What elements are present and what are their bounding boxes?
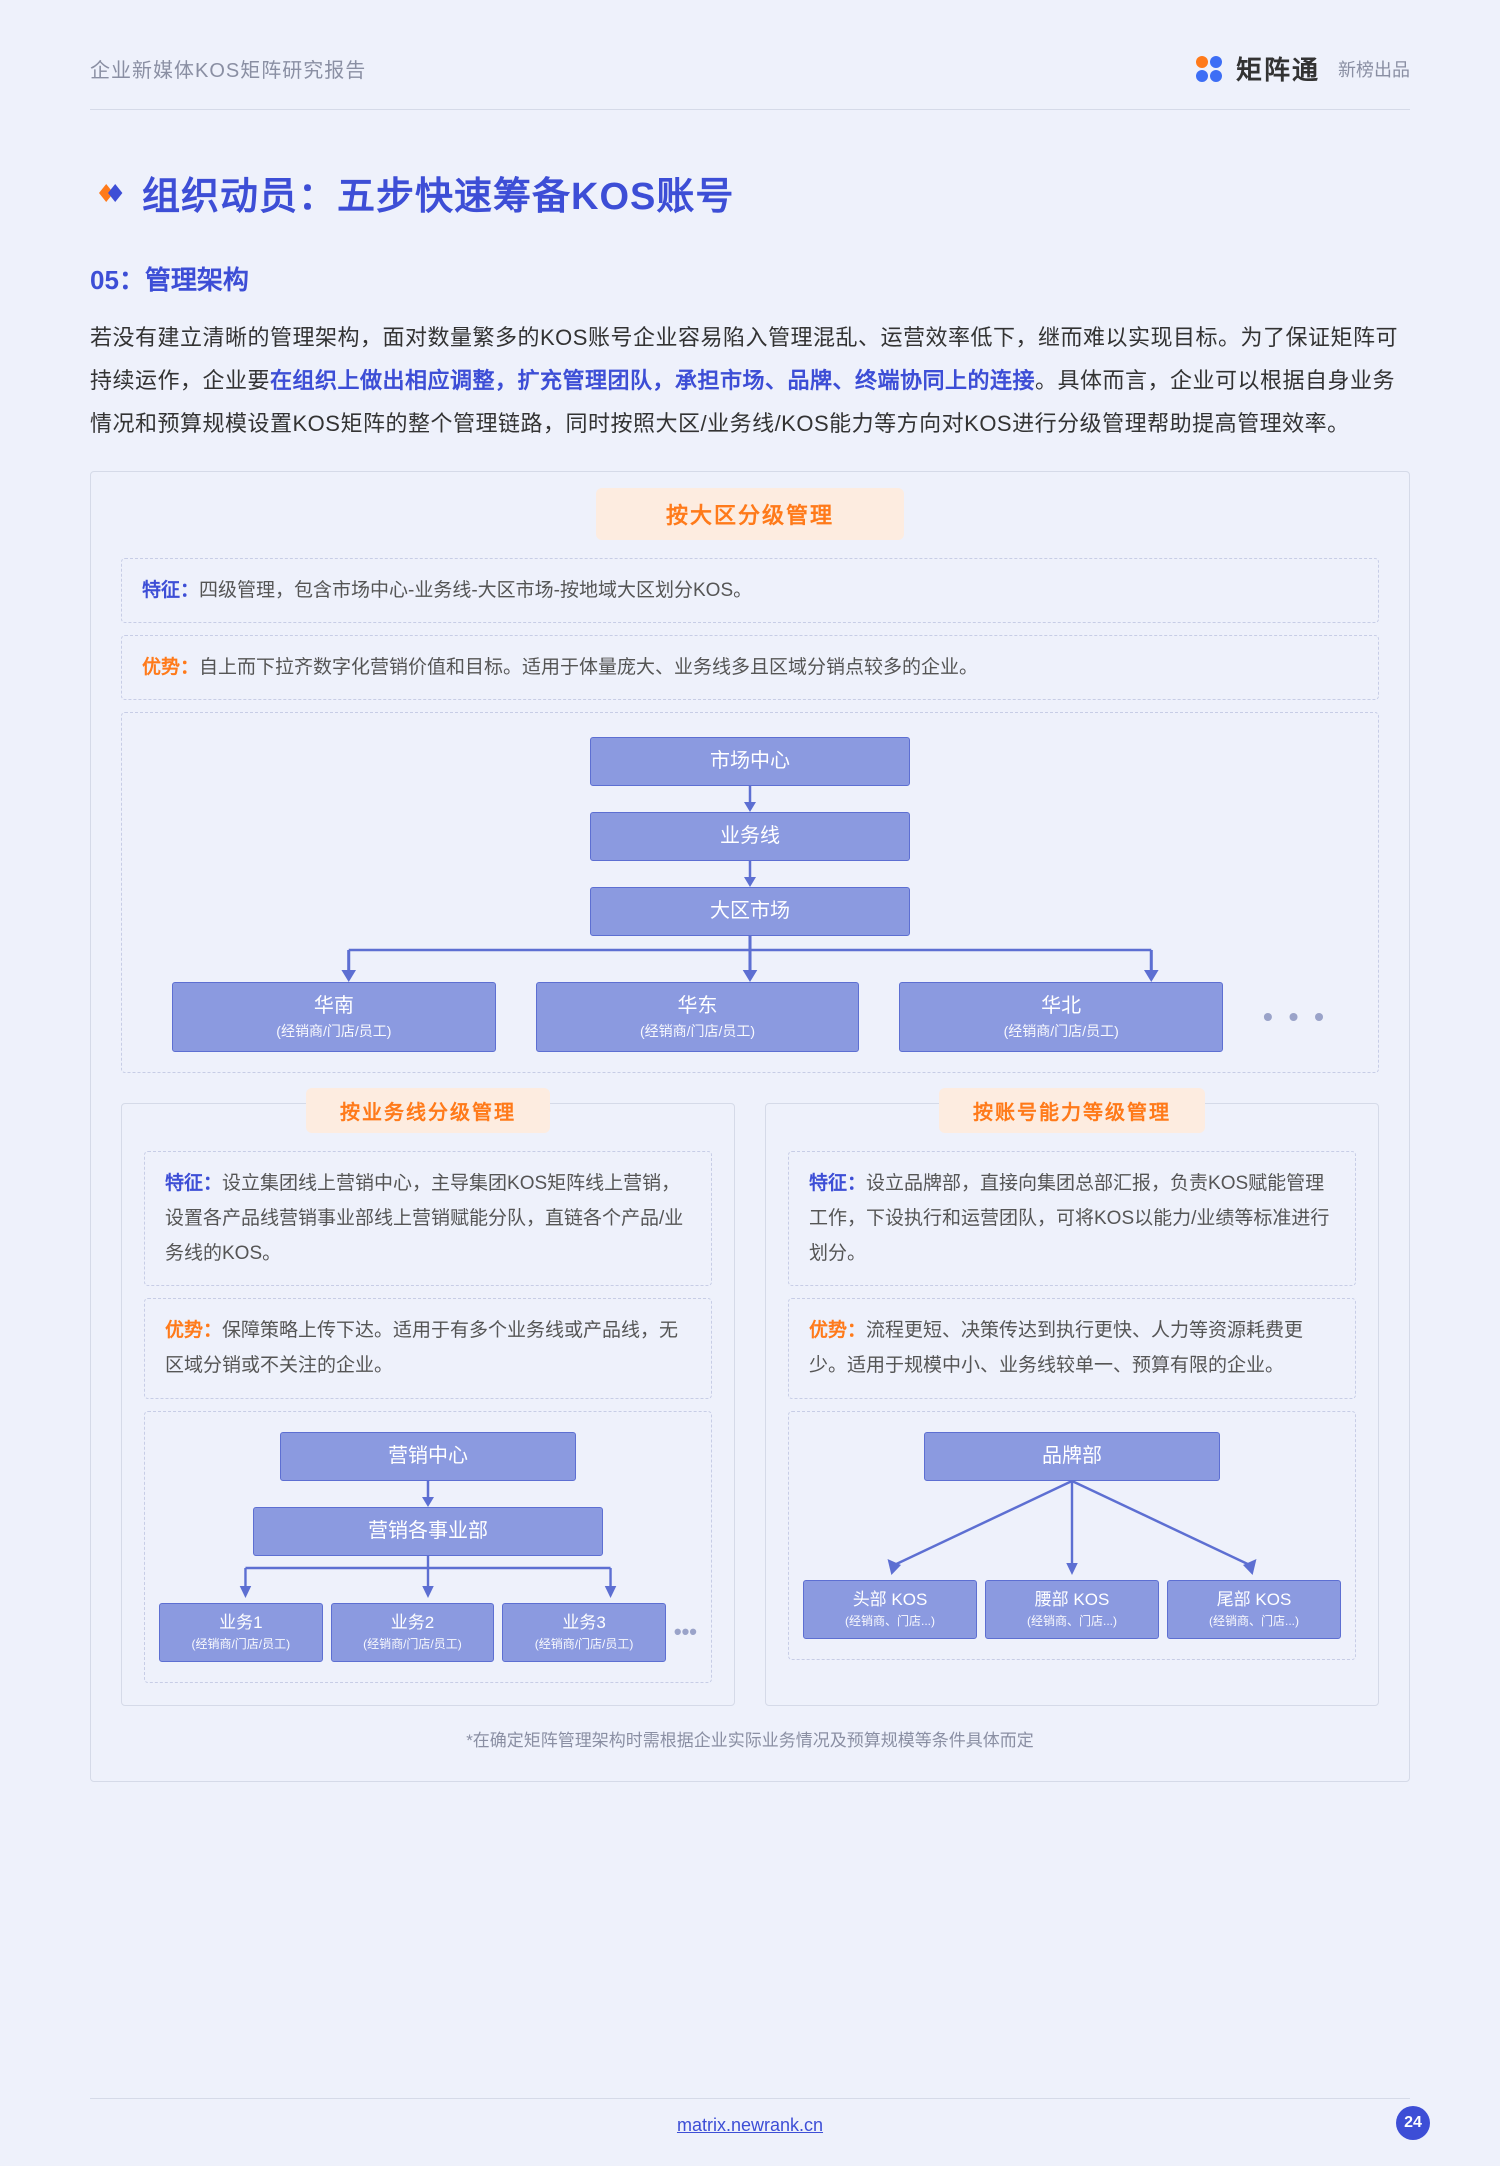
advantage-label: 优势： xyxy=(809,1320,866,1341)
group-c-feature: 特征：设立品牌部，直接向集团总部汇报，负责KOS赋能管理工作，下设执行和运营团队… xyxy=(788,1151,1356,1286)
node-tail-kos: 尾部 KOS (经销商、门店...) xyxy=(1167,1580,1341,1639)
group-a-advantage: 优势：自上而下拉齐数字化营销价值和目标。适用于体量庞大、业务线多且区域分销点较多… xyxy=(121,635,1379,700)
group-a-header: 按大区分级管理 xyxy=(121,488,1379,540)
group-a-chart: 市场中心 业务线 大区市场 华南(经销商/门店/员 xyxy=(121,712,1379,1073)
node-head-kos: 头部 KOS (经销商、门店...) xyxy=(803,1580,977,1639)
node-east: 华东 (经销商/门店/员工) xyxy=(536,982,860,1052)
footnote: *在确定矩阵管理架构时需根据企业实际业务情况及预算规模等条件具体而定 xyxy=(121,1726,1379,1751)
publisher: 新榜出品 xyxy=(1338,56,1410,82)
group-b-advantage: 优势：保障策略上传下达。适用于有多个业务线或产品线，无区域分销或不关注的企业。 xyxy=(144,1298,712,1398)
intro-highlight: 在组织上做出相应调整，扩充管理团队，承担市场、品牌、终端协同上的连接 xyxy=(270,368,1035,393)
report-name: 企业新媒体KOS矩阵研究报告 xyxy=(90,54,366,83)
node-tail-kos-s: (经销商、门店...) xyxy=(1172,1613,1336,1629)
brand-logo-icon xyxy=(1194,54,1224,84)
node-business-line: 业务线 xyxy=(590,812,910,861)
fanout-connector xyxy=(803,1481,1341,1575)
advantage-label: 优势： xyxy=(142,657,199,678)
group-b-title: 按业务线分级管理 xyxy=(306,1088,550,1133)
node-east-s: (经销商/门店/员工) xyxy=(545,1022,851,1041)
node-marketing-dept: 营销各事业部 xyxy=(253,1507,603,1556)
node-waist-kos-s: (经销商、门店...) xyxy=(990,1613,1154,1629)
fanout-connector xyxy=(142,936,1358,982)
group-b-chart: 营销中心 营销各事业部 业务1 (经销商/门店/员工) 业务2 (经销商/门店/员工… xyxy=(144,1411,712,1683)
group-b-advantage-text: 保障策略上传下达。适用于有多个业务线或产品线，无区域分销或不关注的企业。 xyxy=(165,1320,678,1376)
group-c-advantage: 优势：流程更短、决策传达到执行更快、人力等资源耗费更少。适用于规模中小、业务线较… xyxy=(788,1298,1356,1398)
node-south: 华南 (经销商/门店/员工) xyxy=(172,982,496,1052)
page-number: 24 xyxy=(1396,2106,1430,2140)
main-title-row: 组织动员：五步快速筹备KOS账号 xyxy=(90,165,1410,220)
node-biz1-s: (经销商/门店/员工) xyxy=(164,1636,318,1652)
group-c-feature-text: 设立品牌部，直接向集团总部汇报，负责KOS赋能管理工作，下设执行和运营团队，可将… xyxy=(809,1173,1329,1264)
node-marketing-center: 营销中心 xyxy=(280,1432,576,1481)
node-south-t: 华南 xyxy=(314,995,354,1017)
node-biz1: 业务1 (经销商/门店/员工) xyxy=(159,1603,323,1662)
group-a-title: 按大区分级管理 xyxy=(596,488,904,540)
node-waist-kos: 腰部 KOS (经销商、门店...) xyxy=(985,1580,1159,1639)
node-north: 华北 (经销商/门店/员工) xyxy=(899,982,1223,1052)
section-name: 管理架构 xyxy=(145,265,249,295)
group-c-advantage-text: 流程更短、决策传达到执行更快、人力等资源耗费更少。适用于规模中小、业务线较单一、… xyxy=(809,1320,1303,1376)
group-b-feature: 特征：设立集团线上营销中心，主导集团KOS矩阵线上营销，设置各产品线营销事业部线… xyxy=(144,1151,712,1286)
content-frame: 按大区分级管理 特征：四级管理，包含市场中心-业务线-大区市场-按地域大区划分K… xyxy=(90,471,1410,1782)
intro-paragraph: 若没有建立清晰的管理架构，面对数量繁多的KOS账号企业容易陷入管理混乱、运营效率… xyxy=(90,317,1410,446)
node-region-market: 大区市场 xyxy=(590,887,910,936)
brand-name: 矩阵通 xyxy=(1236,50,1320,87)
node-biz2: 业务2 (经销商/门店/员工) xyxy=(331,1603,495,1662)
feature-label: 特征： xyxy=(809,1173,866,1194)
connector xyxy=(740,861,760,887)
group-c-title: 按账号能力等级管理 xyxy=(939,1088,1205,1133)
fanout-connector xyxy=(159,1556,697,1598)
page-footer: matrix.newrank.cn xyxy=(0,2098,1500,2136)
section-heading: 05：管理架构 xyxy=(90,260,1410,297)
advantage-label: 优势： xyxy=(165,1320,222,1341)
title-diamond-icon xyxy=(90,179,126,207)
group-a-advantage-text: 自上而下拉齐数字化营销价值和目标。适用于体量庞大、业务线多且区域分销点较多的企业… xyxy=(199,657,978,678)
ellipsis: • • • xyxy=(1263,1001,1328,1033)
section-num: 05： xyxy=(90,265,145,295)
node-biz3: 业务3 (经销商/门店/员工) xyxy=(502,1603,666,1662)
node-biz3-t: 业务3 xyxy=(562,1613,605,1632)
connector xyxy=(740,786,760,812)
group-b-feature-text: 设立集团线上营销中心，主导集团KOS矩阵线上营销，设置各产品线营销事业部线上营销… xyxy=(165,1173,683,1264)
node-north-s: (经销商/门店/员工) xyxy=(908,1022,1214,1041)
node-biz2-s: (经销商/门店/员工) xyxy=(336,1636,490,1652)
feature-label: 特征： xyxy=(165,1173,222,1194)
node-head-kos-s: (经销商、门店...) xyxy=(808,1613,972,1629)
node-head-kos-t: 头部 KOS xyxy=(853,1590,928,1609)
node-brand-dept: 品牌部 xyxy=(924,1432,1220,1481)
node-north-t: 华北 xyxy=(1041,995,1081,1017)
ellipsis: ••• xyxy=(674,1603,697,1662)
group-c: 按账号能力等级管理 特征：设立品牌部，直接向集团总部汇报，负责KOS赋能管理工作… xyxy=(765,1103,1379,1706)
top-bar: 企业新媒体KOS矩阵研究报告 矩阵通 新榜出品 xyxy=(90,50,1410,110)
brand-area: 矩阵通 新榜出品 xyxy=(1194,50,1410,87)
node-market-center: 市场中心 xyxy=(590,737,910,786)
group-a-feature-text: 四级管理，包含市场中心-业务线-大区市场-按地域大区划分KOS。 xyxy=(199,580,752,601)
main-title-text: 组织动员：五步快速筹备KOS账号 xyxy=(142,165,734,220)
group-b: 按业务线分级管理 特征：设立集团线上营销中心，主导集团KOS矩阵线上营销，设置各… xyxy=(121,1103,735,1706)
node-tail-kos-t: 尾部 KOS xyxy=(1217,1590,1292,1609)
node-south-s: (经销商/门店/员工) xyxy=(181,1022,487,1041)
node-biz2-t: 业务2 xyxy=(391,1613,434,1632)
feature-label: 特征： xyxy=(142,580,199,601)
group-c-chart: 品牌部 头部 KOS(经销商、门店...) 腰部 KOS(经销商、门店...) … xyxy=(788,1411,1356,1660)
node-waist-kos-t: 腰部 KOS xyxy=(1035,1590,1110,1609)
group-a-feature: 特征：四级管理，包含市场中心-业务线-大区市场-按地域大区划分KOS。 xyxy=(121,558,1379,623)
node-biz1-t: 业务1 xyxy=(219,1613,262,1632)
node-east-t: 华东 xyxy=(678,995,718,1017)
footer-url[interactable]: matrix.newrank.cn xyxy=(677,2115,823,2136)
node-biz3-s: (经销商/门店/员工) xyxy=(507,1636,661,1652)
